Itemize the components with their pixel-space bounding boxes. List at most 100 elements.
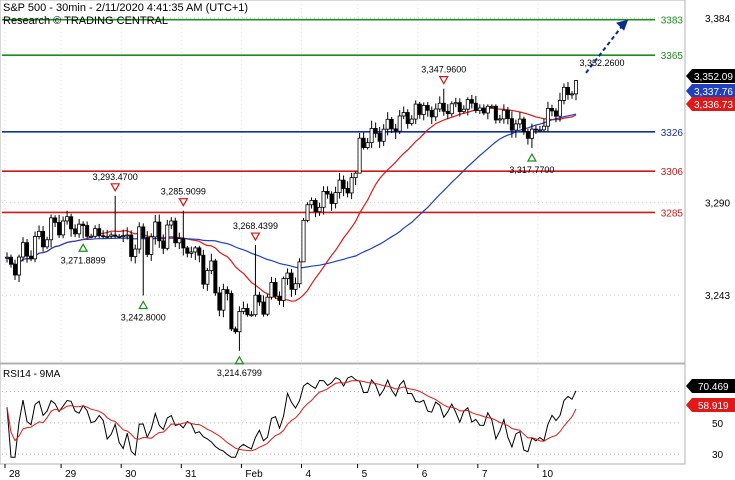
candle-body (61, 220, 66, 236)
candle (145, 231, 150, 258)
candle (289, 269, 294, 297)
candle (521, 116, 526, 135)
candle-body (17, 256, 22, 276)
panel-frames (0, 0, 686, 465)
candle-body (321, 190, 326, 208)
candle (281, 276, 286, 307)
candle-body (501, 109, 506, 120)
candle (261, 295, 266, 317)
candle-body (281, 278, 286, 301)
candle (97, 223, 102, 239)
candle-body (369, 127, 374, 144)
candle-body (201, 254, 206, 285)
candle-body (117, 235, 122, 238)
candle (537, 126, 542, 132)
candle (189, 246, 194, 258)
candle-body (65, 216, 70, 222)
candle-body (185, 247, 190, 254)
candle-body (209, 260, 214, 271)
rsi-panel-frame (0, 363, 686, 465)
candle (65, 210, 70, 225)
candle-body (137, 226, 142, 250)
candle-body (517, 118, 522, 125)
candle-body (433, 108, 438, 118)
price-tag-box (686, 97, 735, 111)
candle (121, 229, 126, 243)
candle (329, 191, 334, 211)
candle-body (197, 247, 202, 256)
candle (293, 277, 298, 296)
candle-body (545, 107, 550, 127)
candle-body (485, 105, 490, 114)
candle (397, 110, 402, 135)
candle (253, 245, 258, 317)
candle (501, 104, 506, 124)
candle-body (513, 123, 518, 131)
candle (17, 254, 22, 283)
candle (181, 210, 186, 256)
last-price-label: 3,352.2600 (579, 58, 624, 68)
price-tag-label: 3,337.76 (694, 87, 733, 98)
candle (465, 97, 470, 116)
x-tick-label: 29 (65, 469, 77, 480)
candle (133, 244, 138, 264)
candle-body (461, 108, 466, 113)
candle (333, 186, 338, 209)
candle (185, 245, 190, 258)
candle-body (41, 230, 46, 248)
candle (429, 106, 434, 124)
candle (61, 216, 66, 239)
candle-body (337, 179, 342, 193)
candle (297, 258, 302, 288)
candle (541, 118, 546, 132)
x-tick-label: 5 (362, 469, 368, 480)
candle-body (273, 282, 278, 297)
candle (265, 294, 270, 317)
candle-body (217, 292, 222, 311)
level-label: 3365 (661, 51, 684, 62)
level-label: 3306 (661, 167, 684, 178)
candle (389, 117, 394, 134)
candle-body (493, 105, 498, 121)
candle-body (277, 295, 282, 301)
candle (81, 221, 86, 239)
candle-body (169, 220, 174, 226)
rsi-y-tick-label: 50 (712, 419, 724, 430)
candle (377, 126, 382, 148)
candle-body (505, 109, 510, 120)
chart-subtitle: Research © TRADING CENTRAL (3, 15, 168, 27)
candle-body (145, 237, 150, 255)
candle (557, 92, 562, 122)
candle (309, 197, 314, 209)
candle (33, 231, 38, 263)
candle (161, 234, 166, 255)
candle (493, 104, 498, 124)
candle (469, 94, 474, 109)
candle-body (329, 193, 334, 204)
pivot-high-marker (438, 76, 449, 85)
candle-body (225, 289, 230, 294)
candle-body (157, 221, 162, 242)
candle-body (401, 112, 406, 117)
candle (193, 245, 198, 260)
candle-body (521, 118, 526, 133)
candle (417, 101, 422, 119)
rsi-title: RSI14 - 9MA (3, 369, 61, 380)
candle (249, 311, 254, 317)
candle-body (193, 247, 198, 253)
candle (393, 124, 398, 139)
candle-body (289, 272, 294, 290)
candle (149, 233, 154, 261)
candle (305, 202, 310, 223)
candle-body (5, 256, 10, 259)
candle-body (249, 314, 254, 317)
candle (197, 245, 202, 263)
price-tag-label: 3,352.09 (694, 72, 733, 83)
chart-title: S&P 500 - 30min - 2/11/2020 4:41:35 AM (… (3, 2, 248, 14)
candle-body (529, 128, 534, 139)
candle (173, 217, 178, 248)
candle-body (81, 223, 86, 226)
rsi-ma-line (6, 380, 577, 452)
candle (421, 102, 426, 121)
candle-body (57, 222, 62, 236)
